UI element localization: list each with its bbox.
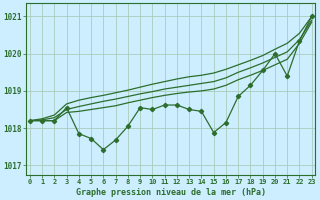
X-axis label: Graphe pression niveau de la mer (hPa): Graphe pression niveau de la mer (hPa) [76, 188, 266, 197]
